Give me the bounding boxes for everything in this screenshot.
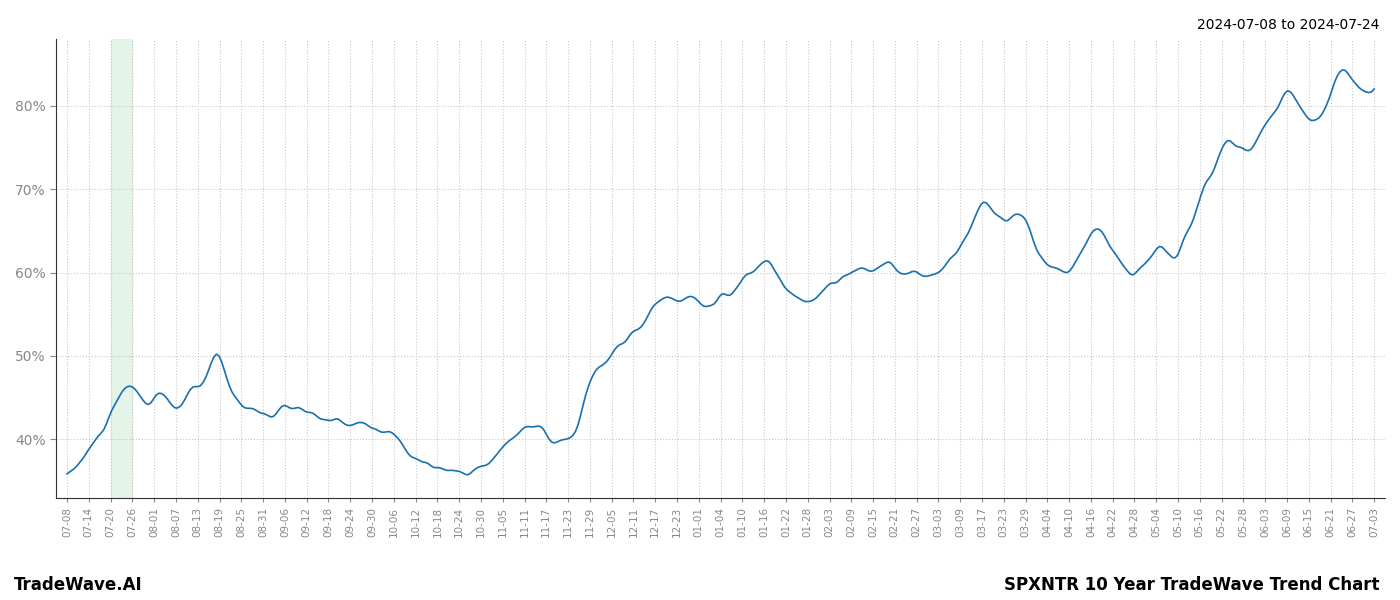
Bar <box>111 39 133 498</box>
Text: SPXNTR 10 Year TradeWave Trend Chart: SPXNTR 10 Year TradeWave Trend Chart <box>1004 576 1379 594</box>
Text: 2024-07-08 to 2024-07-24: 2024-07-08 to 2024-07-24 <box>1197 18 1379 32</box>
Text: TradeWave.AI: TradeWave.AI <box>14 576 143 594</box>
